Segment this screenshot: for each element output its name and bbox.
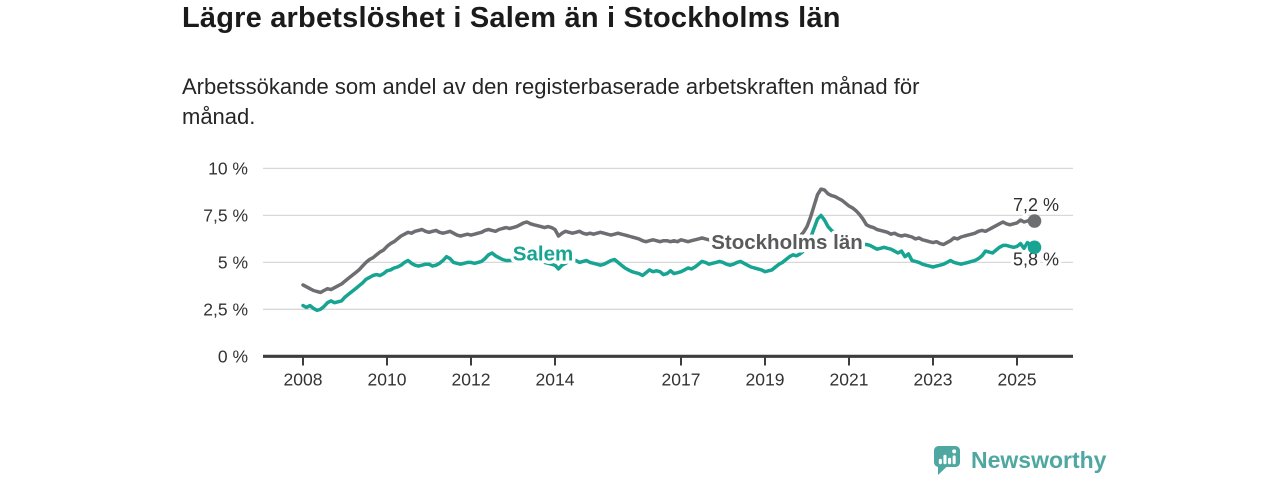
x-tick-label: 2017 bbox=[662, 370, 701, 390]
y-tick-label: 10 % bbox=[208, 158, 248, 178]
series-label: Salem bbox=[513, 243, 573, 266]
brand-name: Newsworthy bbox=[971, 447, 1107, 473]
subtitle-line-2: månad. bbox=[182, 104, 256, 129]
series-label: Stockholms län bbox=[711, 231, 863, 254]
series-end-dot bbox=[1027, 214, 1042, 228]
subtitle-line-1: Arbetssökande som andel av den registerb… bbox=[182, 74, 920, 99]
y-tick-label: 7,5 % bbox=[203, 205, 248, 225]
x-tick-label: 2021 bbox=[830, 370, 869, 390]
y-tick-label: 0 % bbox=[218, 346, 248, 366]
x-tick-label: 2012 bbox=[452, 370, 491, 390]
series-line-salem bbox=[301, 213, 1037, 313]
x-tick-label: 2010 bbox=[368, 370, 407, 390]
x-tick-label: 2008 bbox=[284, 370, 323, 390]
x-tick-label: 2023 bbox=[914, 370, 953, 390]
series-line-stockholms-l-n bbox=[301, 187, 1037, 295]
end-value-label: 7,2 % bbox=[1013, 195, 1059, 215]
brand-footer: Newsworthy bbox=[933, 445, 1106, 477]
x-tick-label: 2014 bbox=[536, 370, 575, 390]
y-tick-label: 2,5 % bbox=[203, 299, 248, 319]
y-tick-label: 5 % bbox=[218, 252, 248, 272]
newsworthy-logo-icon bbox=[934, 446, 960, 475]
chart-subtitle: Arbetssökande som andel av den registerb… bbox=[182, 72, 919, 132]
series-end-dot bbox=[1027, 240, 1042, 255]
x-tick-label: 2019 bbox=[746, 370, 785, 390]
x-tick-label: 2025 bbox=[998, 370, 1037, 390]
page-title: Lägre arbetslöshet i Salem än i Stockhol… bbox=[182, 2, 841, 34]
